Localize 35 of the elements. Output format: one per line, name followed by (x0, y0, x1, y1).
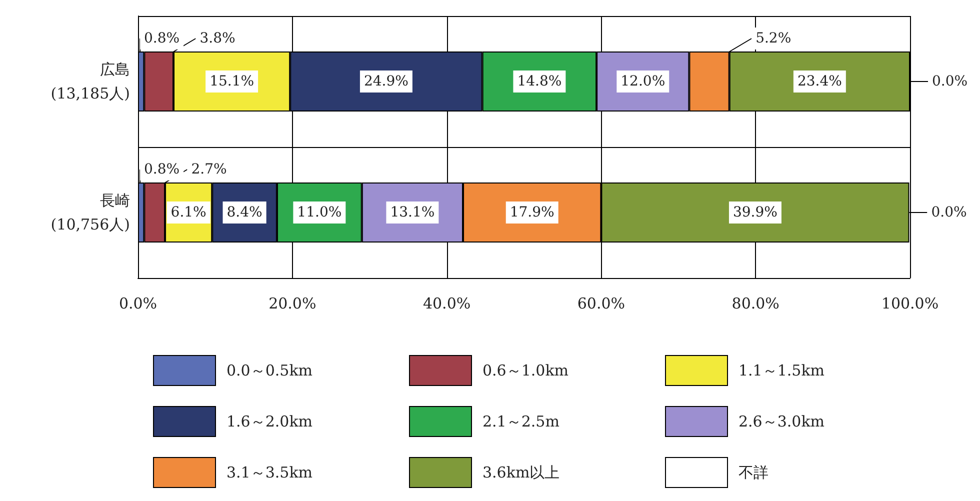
data-label: 23.4% (797, 74, 842, 90)
data-label: 8.4% (226, 204, 262, 220)
data-label: 5.2% (756, 30, 792, 46)
x-tick-label: 60.0% (577, 294, 626, 312)
x-tick-label: 40.0% (422, 294, 471, 312)
legend-label: 不詳 (738, 464, 768, 482)
y-tick-label: 長崎 (10,756人) (50, 192, 130, 234)
data-label: 6.1% (170, 204, 206, 220)
data-label: 2.7% (191, 162, 227, 178)
legend-label: 2.6～3.0km (738, 412, 825, 430)
legend-label: 2.1～2.5m (482, 412, 560, 430)
data-label: 15.1% (210, 74, 254, 90)
y-tick-label: 広島 (13,185人) (50, 60, 130, 102)
legend-label: 1.6～2.0km (226, 412, 313, 430)
data-label: 0.0% (931, 204, 967, 220)
data-label: 24.9% (364, 74, 408, 90)
data-label: 17.9% (510, 204, 554, 220)
data-label: 0.0% (932, 74, 968, 90)
data-label: 13.1% (390, 204, 435, 220)
legend-label: 0.6～1.0km (482, 362, 569, 380)
data-label: 39.9% (732, 204, 778, 220)
data-label: 0.8% (144, 162, 180, 178)
x-tick-label: 100.0% (881, 294, 939, 312)
legend-label: 0.0～0.5km (226, 362, 313, 380)
data-label: 0.8% (144, 30, 180, 46)
data-label: 3.8% (200, 30, 236, 46)
x-tick-label: 80.0% (732, 294, 780, 312)
x-tick-label: 0.0% (118, 294, 158, 312)
data-label: 14.8% (517, 74, 562, 90)
legend-label: 3.1～3.5km (226, 464, 313, 482)
legend-label: 3.6km以上 (482, 464, 560, 482)
x-tick-label: 20.0% (268, 294, 316, 312)
legend-label: 1.1～1.5km (738, 362, 825, 380)
data-label: 12.0% (620, 74, 666, 90)
data-label: 11.0% (297, 204, 342, 220)
